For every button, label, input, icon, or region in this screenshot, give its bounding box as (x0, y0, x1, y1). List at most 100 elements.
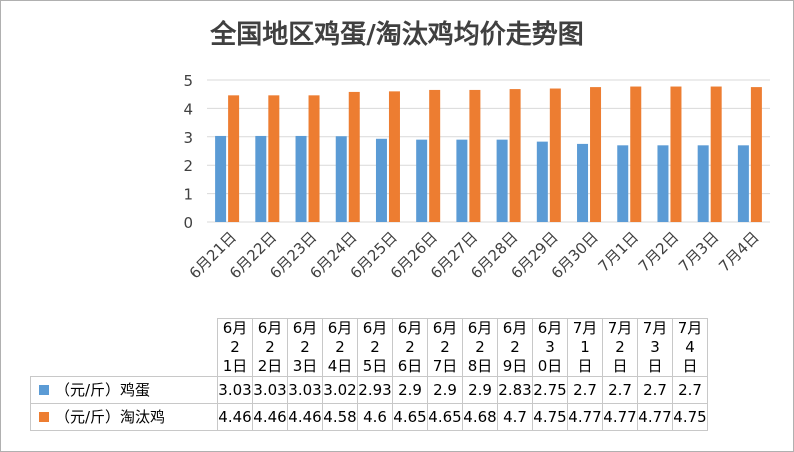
table-header-text: 7月4 (677, 319, 703, 356)
chart-plot-area: 0123456月21日6月22日6月23日6月24日6月25日6月26日6月27… (183, 72, 770, 282)
y-tick-label: 0 (183, 214, 193, 232)
table-cell: 4.7 (497, 403, 533, 431)
table-cell: 2.75 (532, 376, 568, 404)
table-cell: 2.7 (672, 376, 708, 404)
table-header-text: 7月2 (607, 319, 633, 356)
table-cell: 2.9 (392, 376, 428, 404)
table-cell: 3.02 (322, 376, 358, 404)
table-cell: 2.7 (637, 376, 673, 404)
table-header-cell: 6月2 7日 (427, 318, 463, 377)
bar-egg-2 (295, 135, 307, 222)
bar-egg-5 (416, 139, 428, 222)
table-header-text: 日 (612, 357, 628, 375)
table-cell: 4.75 (672, 403, 708, 431)
legend-label: （元/斤）淘汰鸡 (55, 407, 166, 426)
bar-egg-1 (255, 135, 267, 222)
bar-cull-hen-7 (509, 89, 521, 222)
bar-cull-hen-1 (268, 95, 280, 222)
table-header-text: 日 (577, 357, 593, 375)
table-header-cell: 7月4 日 (672, 318, 708, 377)
x-tick-label: 7月4日 (715, 228, 762, 275)
table-header-cell: 7月2 日 (602, 318, 638, 377)
table-header-text: 5日 (362, 357, 388, 375)
table-header-text: 6月2 (327, 319, 353, 356)
table-cell: 2.9 (462, 376, 498, 404)
chart-title: 全国地区鸡蛋/淘汰鸡均价走势图 (210, 20, 584, 50)
bar-cull-hen-13 (750, 87, 762, 222)
table-cell: 4.65 (427, 403, 463, 431)
table-header-text: 6月2 (362, 319, 388, 356)
table-corner (31, 319, 218, 377)
table-cell: 4.77 (602, 403, 638, 431)
legend-swatch (39, 411, 49, 422)
bar-cull-hen-6 (469, 89, 481, 222)
legend-label: （元/斤）鸡蛋 (55, 380, 151, 399)
table-cell: 4.65 (392, 403, 428, 431)
bar-cull-hen-12 (710, 86, 722, 222)
y-tick-label: 3 (183, 129, 193, 147)
bar-egg-4 (375, 138, 387, 222)
table-header-cell: 6月2 5日 (357, 318, 393, 377)
bar-cull-hen-9 (590, 87, 602, 222)
table-header-text: 6月2 (467, 319, 493, 356)
table-cell: 4.46 (287, 403, 323, 431)
y-tick-label: 4 (183, 100, 193, 118)
table-cell: 4.58 (322, 403, 358, 431)
table-header-cell: 6月2 2日 (252, 318, 288, 377)
bar-egg-9 (577, 143, 589, 222)
table-header-text: 3日 (292, 357, 318, 375)
table-header-text: 7月3 (642, 319, 668, 356)
bar-egg-3 (335, 136, 347, 222)
table-header-text: 7月1 (572, 319, 598, 356)
legend-entry: （元/斤）鸡蛋 (30, 376, 218, 404)
table-header-text: 1日 (222, 357, 248, 375)
table-cell: 3.03 (252, 376, 288, 404)
table-header-text: 6月2 (257, 319, 283, 356)
table-header-cell: 6月2 1日 (217, 318, 253, 377)
table-header-cell: 6月2 4日 (322, 318, 358, 377)
table-header-cell: 7月3 日 (637, 318, 673, 377)
bar-egg-6 (456, 139, 468, 222)
table-cell: 4.75 (532, 403, 568, 431)
table-cell: 4.6 (357, 403, 393, 431)
table-cell: 2.9 (427, 376, 463, 404)
table-header-row: 6月2 1日 6月2 2日 6月2 3日 6月2 4日 6月2 5日 6月2 6日 6月2 7日 6月2 8日… (31, 318, 708, 377)
table-header-text: 6月2 (292, 319, 318, 356)
table-header-text: 0日 (537, 357, 563, 375)
table-cell: 2.93 (357, 376, 393, 404)
table-header-text: 9日 (502, 357, 528, 375)
table-header-text: 6月2 (432, 319, 458, 356)
x-tick-label: 7月1日 (595, 228, 642, 275)
table-cell: 4.46 (217, 403, 253, 431)
table-header-text: 6月2 (397, 319, 423, 356)
x-tick-label: 7月2日 (635, 228, 682, 275)
table-header-text: 4日 (327, 357, 353, 375)
table-header-text: 8日 (467, 357, 493, 375)
bar-cull-hen-10 (630, 86, 642, 222)
table-header-text: 6月2 (502, 319, 528, 356)
table-header-cell: 6月3 0日 (532, 318, 568, 377)
bar-egg-10 (617, 145, 629, 222)
table-cell: 2.7 (567, 376, 603, 404)
table-cell: 4.77 (637, 403, 673, 431)
table-cell: 2.83 (497, 376, 533, 404)
bar-cull-hen-0 (228, 95, 240, 222)
x-tick-label: 7月3日 (675, 228, 722, 275)
table-row: （元/斤）鸡蛋 3.03 3.03 3.03 3.02 2.93 2.9 2.9 2.9 2.83… (30, 376, 708, 404)
table-header-text: 2日 (257, 357, 283, 375)
bar-cull-hen-4 (388, 91, 400, 222)
table-header-cell: 7月1 日 (567, 318, 603, 377)
y-tick-label: 2 (183, 157, 193, 175)
table-cell: 4.46 (252, 403, 288, 431)
table-header-text: 6日 (397, 357, 423, 375)
table-cell: 3.03 (217, 376, 253, 404)
bar-cull-hen-2 (308, 95, 320, 222)
table-cell: 4.68 (462, 403, 498, 431)
table-row: （元/斤）淘汰鸡 4.46 4.46 4.46 4.58 4.6 4.65 4.65 4.68 4… (30, 403, 708, 431)
bar-egg-0 (215, 135, 227, 222)
bar-egg-8 (536, 141, 548, 222)
bar-cull-hen-3 (348, 91, 360, 222)
table-cell: 2.7 (602, 376, 638, 404)
bar-cull-hen-8 (549, 88, 561, 223)
table-header-cell: 6月2 8日 (462, 318, 498, 377)
